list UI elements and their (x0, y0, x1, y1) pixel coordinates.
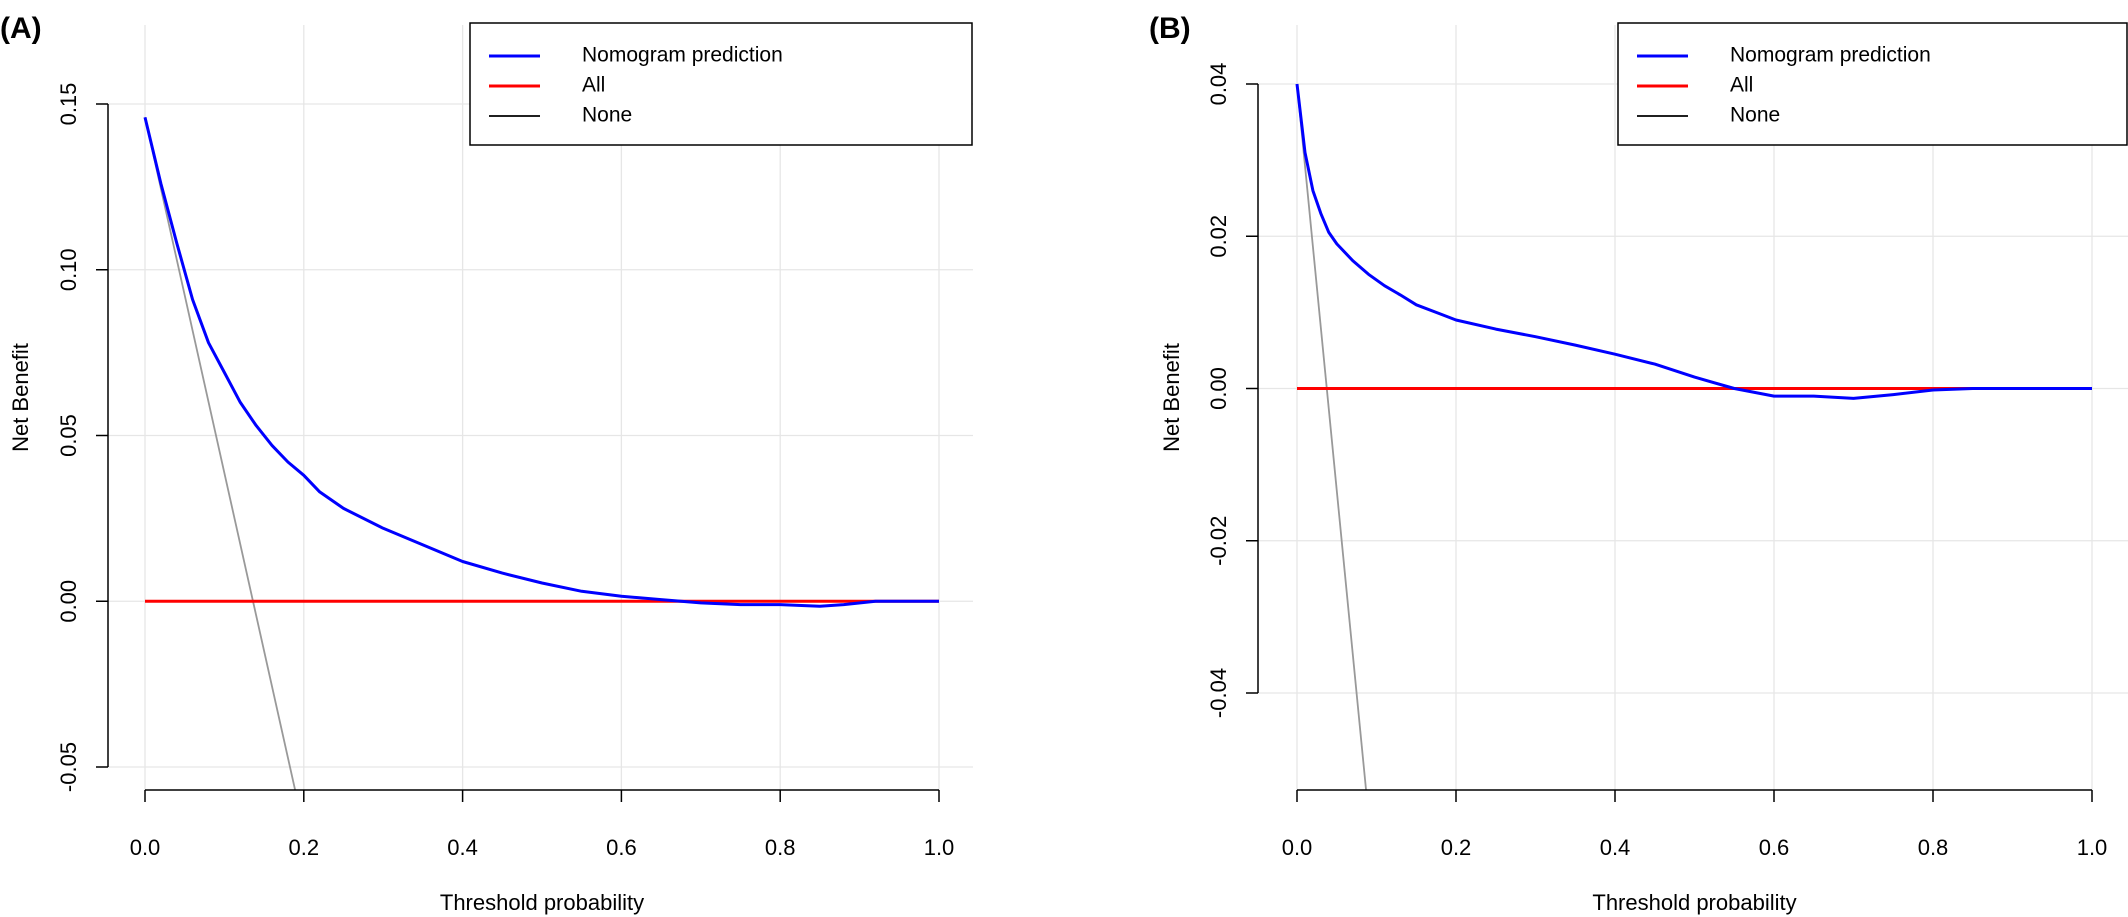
x-tick-label: 0.6 (606, 835, 637, 860)
y-tick-label: 0.05 (56, 414, 81, 457)
y-tick-label: -0.05 (56, 742, 81, 792)
legend-label-nomogram-prediction: Nomogram prediction (582, 44, 783, 67)
x-tick-label: 0.2 (289, 835, 320, 860)
x-tick-label: 0.8 (1918, 835, 1949, 860)
x-tick-label: 1.0 (2077, 835, 2108, 860)
x-tick-label: 0.0 (130, 835, 161, 860)
x-tick-label: 0.4 (1600, 835, 1631, 860)
legend-label-all: All (1730, 74, 1753, 97)
series-line-none (1296, 83, 1367, 790)
legend-box (469, 22, 973, 146)
y-tick-label: -0.04 (1206, 668, 1231, 718)
legend-label-none: None (582, 104, 632, 127)
series-group (143, 116, 939, 790)
series-line-none (144, 117, 297, 790)
y-tick-label: 0.10 (56, 248, 81, 291)
y-tick-label: 0.00 (56, 580, 81, 623)
legend-label-none: None (1730, 104, 1780, 127)
legend-box (1617, 22, 2128, 146)
y-tick-label: 0.00 (1206, 367, 1231, 410)
grid-lines (108, 25, 973, 790)
series-line-nomogram-prediction (1295, 83, 2092, 400)
x-axis: 0.0 0.2 0.4 0.6 0.8 1.0 (130, 789, 955, 860)
y-axis: -0.04 -0.02 0.00 0.02 0.04 (1206, 63, 1259, 718)
x-tick-label: 0.4 (447, 835, 478, 860)
chart-panel-a: -0.05 0.00 0.05 0.10 0.15 0.0 0.2 0.4 0.6 0.8 1.0 T… (0, 12, 973, 915)
panel-label: (B) (1149, 12, 1191, 45)
y-tick-label: 0.15 (56, 83, 81, 126)
x-tick-label: 0.8 (765, 835, 796, 860)
legend-label-all: All (582, 74, 605, 97)
x-tick-label: 1.0 (924, 835, 955, 860)
series-group (1295, 83, 2092, 790)
y-axis: -0.05 0.00 0.05 0.10 0.15 (56, 83, 109, 792)
legend-label-nomogram-prediction: Nomogram prediction (1730, 44, 1931, 67)
legend: Nomogram prediction All None (1617, 22, 2128, 146)
x-tick-label: 0.2 (1441, 835, 1472, 860)
chart-panel-b: -0.04 -0.02 0.00 0.02 0.04 0.0 0.2 0.4 0.6 0.8 1.0… (1149, 12, 2128, 915)
panel-label: (A) (0, 12, 42, 45)
y-axis-label: Net Benefit (8, 343, 33, 452)
x-tick-label: 0.6 (1759, 835, 1790, 860)
y-tick-label: 0.02 (1206, 215, 1231, 258)
series-line-nomogram-prediction (143, 116, 939, 608)
y-axis-label: Net Benefit (1159, 343, 1184, 452)
x-axis-label: Threshold probability (1592, 890, 1796, 915)
x-axis-label: Threshold probability (440, 890, 644, 915)
y-tick-label: -0.02 (1206, 516, 1231, 566)
x-tick-label: 0.0 (1282, 835, 1313, 860)
x-axis: 0.0 0.2 0.4 0.6 0.8 1.0 (1282, 789, 2108, 860)
legend: Nomogram prediction All None (469, 22, 973, 146)
y-tick-label: 0.04 (1206, 63, 1231, 106)
